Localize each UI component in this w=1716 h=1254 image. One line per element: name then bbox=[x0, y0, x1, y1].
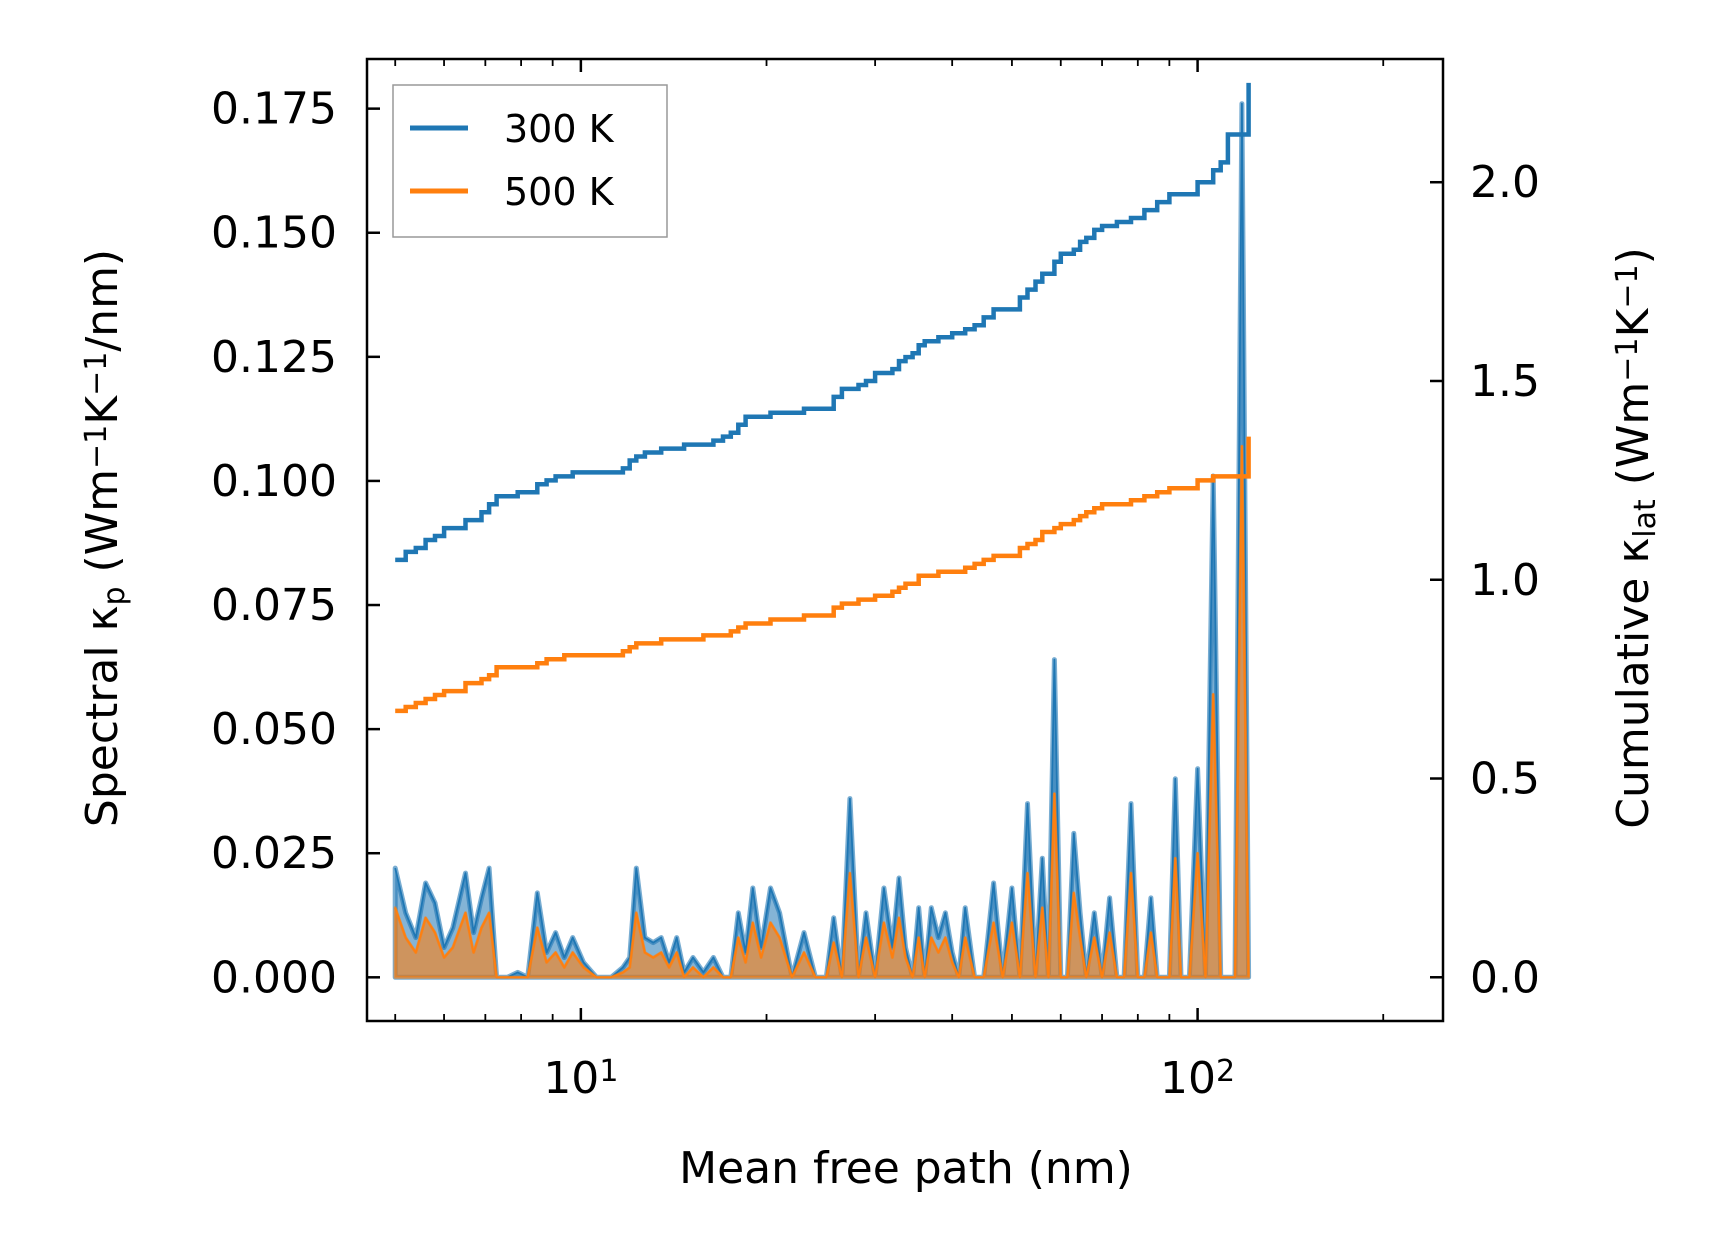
cumulative-line-500k bbox=[395, 436, 1251, 714]
y-axis-label-right: Cumulative κlat (Wm−1K−1) bbox=[1608, 247, 1663, 829]
spectral-line-500k bbox=[394, 445, 1250, 979]
legend-box bbox=[392, 84, 668, 238]
x-axis-label: Mean free path (nm) bbox=[679, 1143, 1133, 1194]
tick-layer: 0.000 0.025 0.050 0.075 0.100 0.125 0.150 0.175… bbox=[211, 59, 1540, 1104]
y-right-tick-label: 1.5 bbox=[1470, 356, 1540, 407]
y-left-tick-label: 0.175 bbox=[211, 84, 337, 135]
y-left-tick-label: 0.100 bbox=[211, 456, 337, 507]
x-tick-label: 101 bbox=[543, 1053, 618, 1104]
legend: 300 K 500 K bbox=[392, 84, 668, 238]
y-right-tick-label: 1.0 bbox=[1470, 555, 1540, 606]
y-right-tick-label: 2.0 bbox=[1470, 157, 1540, 208]
y-right-tick-label: 0.0 bbox=[1470, 952, 1540, 1003]
plot-frame bbox=[365, 57, 1445, 1023]
y-axis-label-left: Spectral κp (Wm−1K−1/nm) bbox=[77, 249, 132, 827]
y-left-tick-label: 0.050 bbox=[211, 704, 337, 755]
x-tick-label: 102 bbox=[1160, 1053, 1235, 1104]
cumulative-layer bbox=[395, 82, 1251, 714]
y-left-tick-label: 0.025 bbox=[211, 828, 337, 879]
y-left-tick-label: 0.075 bbox=[211, 580, 337, 631]
cumulative-line-300k bbox=[395, 82, 1251, 563]
legend-label-500k: 500 K bbox=[504, 170, 615, 214]
y-left-tick-label: 0.150 bbox=[211, 208, 337, 259]
legend-label-300k: 300 K bbox=[504, 107, 615, 151]
y-left-tick-label: 0.125 bbox=[211, 332, 337, 383]
y-right-tick-label: 0.5 bbox=[1470, 754, 1540, 805]
spectral-layer bbox=[392, 101, 1252, 980]
y-left-tick-label: 0.000 bbox=[211, 952, 337, 1003]
